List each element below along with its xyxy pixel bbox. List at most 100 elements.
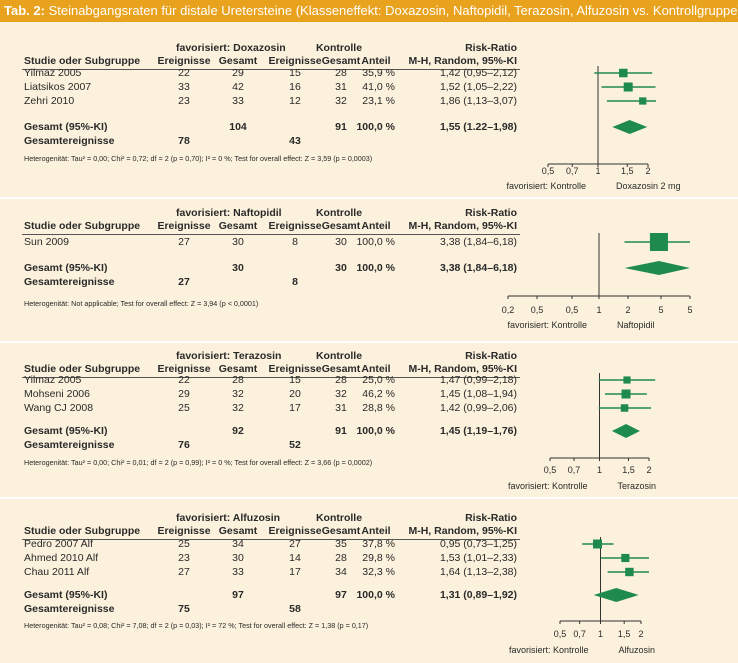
favors-treatment-label: Alfuzosin <box>619 645 656 655</box>
study-point-estimate <box>619 68 628 78</box>
pooled-estimate-diamond <box>593 588 639 602</box>
axis-tick-label: 1,5 <box>618 629 631 639</box>
study-total2: 31 <box>335 81 347 93</box>
study-total2: 31 <box>335 402 347 414</box>
axis-tick-label: 2 <box>645 166 650 176</box>
study-total2: 28 <box>335 552 347 564</box>
header-study: Studie oder Subgruppe <box>24 55 141 67</box>
axis-tick-label: 0,5 <box>566 305 579 315</box>
header-riskratio: Risk-Ratio <box>465 512 517 524</box>
study-events1: 23 <box>178 95 190 107</box>
study-total1: 28 <box>232 374 244 386</box>
study-share: 29,8 % <box>362 552 395 564</box>
study-point-estimate <box>621 553 630 563</box>
study-events1: 25 <box>178 402 190 414</box>
header-share: Anteil <box>361 525 391 537</box>
axis-tick-label: 2 <box>625 305 630 315</box>
header-total2: Gesamt <box>321 363 361 375</box>
study-riskratio: 1,42 (0,95–2,12) <box>439 67 517 79</box>
total-total1: 97 <box>232 589 244 601</box>
study-point-estimate <box>649 233 668 251</box>
axis-tick-label: 1,5 <box>622 465 635 475</box>
study-events2: 8 <box>292 236 298 248</box>
study-point-estimate <box>621 389 631 399</box>
axis-tick-label: 1,5 <box>621 166 634 176</box>
events-count1: 75 <box>178 603 190 615</box>
total-share: 100,0 % <box>356 262 395 274</box>
study-riskratio: 0,95 (0,73–1,25) <box>439 538 517 550</box>
total-share: 100,0 % <box>356 121 395 133</box>
study-events1: 33 <box>178 81 190 93</box>
study-events1: 22 <box>178 67 190 79</box>
total-total1: 92 <box>232 425 244 437</box>
total-total2: 30 <box>335 262 347 274</box>
events-count2: 8 <box>292 276 298 288</box>
study-events2: 17 <box>289 566 301 578</box>
events-count2: 43 <box>289 135 301 147</box>
study-point-estimate <box>639 97 647 105</box>
study-events1: 27 <box>178 236 190 248</box>
total-riskratio: 3,38 (1,84–6,18) <box>439 262 517 274</box>
study-events1: 22 <box>178 374 190 386</box>
pooled-estimate-diamond <box>624 261 690 275</box>
events-label: Gesamtereignisse <box>24 135 115 147</box>
study-name: Ahmed 2010 Alf <box>24 552 99 564</box>
study-total1: 30 <box>232 236 244 248</box>
axis-tick-label: 2 <box>646 465 651 475</box>
header-method: M-H, Random, 95%-KI <box>408 525 517 537</box>
header-total1: Gesamt <box>218 220 258 232</box>
header-rule <box>22 377 520 378</box>
header-events2: Ereignisse <box>268 220 322 232</box>
header-study: Studie oder Subgruppe <box>24 220 141 232</box>
favors-control-label: favorisiert: Kontrolle <box>507 320 587 330</box>
study-events2: 12 <box>289 95 301 107</box>
events-count1: 78 <box>178 135 190 147</box>
header-total1: Gesamt <box>218 55 258 67</box>
header-riskratio: Risk-Ratio <box>465 207 517 219</box>
header-riskratio: Risk-Ratio <box>465 42 517 54</box>
header-rule <box>22 234 520 235</box>
study-name: Chau 2011 Alf <box>24 566 90 578</box>
total-label: Gesamt (95%-KI) <box>24 121 108 133</box>
total-label: Gesamt (95%-KI) <box>24 589 108 601</box>
study-events2: 14 <box>289 552 301 564</box>
axis-tick-label: 0,7 <box>573 629 586 639</box>
favors-treatment-label: Terazosin <box>618 481 657 491</box>
study-share: 35,9 % <box>362 67 395 79</box>
study-riskratio: 3,38 (1,84–6,18) <box>439 236 517 248</box>
study-total1: 42 <box>232 81 244 93</box>
favors-treatment-label: Doxazosin 2 mg <box>616 181 681 191</box>
total-riskratio: 1,45 (1,19–1,76) <box>439 425 517 437</box>
study-name: Yilmaz 2005 <box>24 67 82 79</box>
study-events1: 27 <box>178 566 190 578</box>
favors-control-label: favorisiert: Kontrolle <box>508 481 588 491</box>
total-label: Gesamt (95%-KI) <box>24 425 108 437</box>
table-title-prefix: Tab. 2: <box>4 3 45 18</box>
header-method: M-H, Random, 95%-KI <box>408 220 517 232</box>
study-events2: 15 <box>289 374 301 386</box>
study-point-estimate <box>623 82 633 92</box>
header-events2: Ereignisse <box>268 55 322 67</box>
axis-tick-label: 0,5 <box>531 305 544 315</box>
axis-tick-label: 0,5 <box>542 166 555 176</box>
study-share: 100,0 % <box>356 236 395 248</box>
study-point-estimate <box>593 539 603 549</box>
study-total1: 32 <box>232 402 244 414</box>
study-riskratio: 1,45 (1,08–1,94) <box>439 388 517 400</box>
header-method: M-H, Random, 95%-KI <box>408 55 517 67</box>
study-riskratio: 1,52 (1,05–2,22) <box>439 81 517 93</box>
header-favor: favorisiert: Naftopidil <box>176 207 282 219</box>
events-count1: 27 <box>178 276 190 288</box>
study-total2: 32 <box>335 388 347 400</box>
study-total2: 28 <box>335 67 347 79</box>
study-total1: 32 <box>232 388 244 400</box>
header-control: Kontrolle <box>315 42 363 54</box>
heterogeneity-note: Heterogenität: Tau² = 0,00; Chi² = 0,01;… <box>24 458 373 467</box>
study-share: 41,0 % <box>362 81 395 93</box>
study-point-estimate <box>623 376 631 384</box>
study-total2: 32 <box>335 95 347 107</box>
header-share: Anteil <box>361 220 391 232</box>
total-total1: 104 <box>229 121 247 133</box>
study-share: 32,3 % <box>362 566 395 578</box>
